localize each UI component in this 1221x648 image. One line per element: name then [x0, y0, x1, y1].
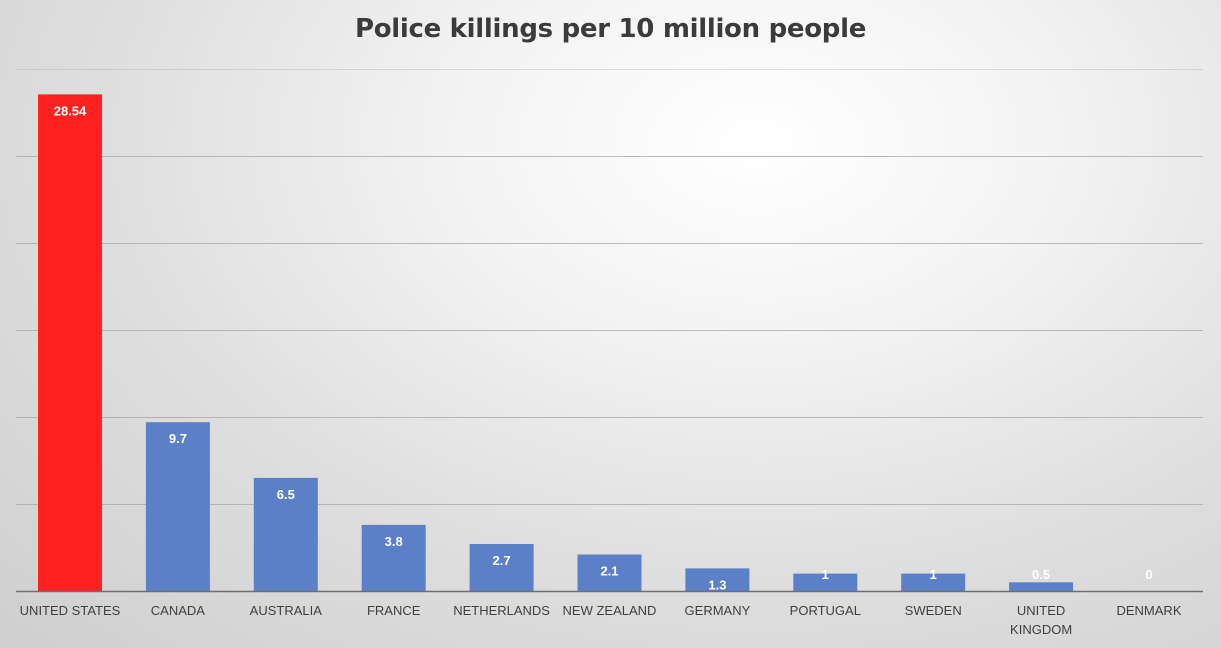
category-label: AUSTRALIA: [250, 603, 323, 618]
data-label: 9.7: [169, 431, 187, 446]
category-label: CANADA: [151, 603, 206, 618]
bar-canada: [145, 422, 210, 591]
chart-title: Police killings per 10 million people: [354, 14, 867, 44]
bar-portugal: [793, 573, 858, 591]
data-label: 3.8: [385, 534, 403, 549]
category-label: UNITED KINGDOM: [1010, 603, 1072, 637]
bar-united-kingdom: [1009, 582, 1074, 591]
data-label: 2.1: [600, 564, 618, 579]
bar-netherlands: [469, 544, 534, 591]
data-label: 2.7: [493, 553, 511, 568]
bar-germany: [685, 568, 750, 591]
bar-united-states: [38, 94, 102, 592]
category-label: SWEDEN: [905, 603, 962, 618]
data-label: 0: [1145, 567, 1152, 582]
data-label: 6.5: [277, 487, 295, 502]
data-labels: 28.54 9.7 6.5 3.8 2.7 2.1 1.3 1 1 0.5 0: [54, 103, 1153, 592]
data-label: 0.5: [1032, 567, 1050, 582]
category-label: FRANCE: [367, 603, 421, 618]
category-label: UNITED STATES: [20, 603, 121, 618]
bar-france: [361, 524, 426, 591]
data-label: 1.3: [708, 577, 726, 592]
bar-new-zealand: [577, 554, 642, 591]
bar-australia: [253, 477, 318, 591]
bar-sweden: [901, 573, 966, 591]
category-labels: UNITED STATES CANADA AUSTRALIA FRANCE NETHER…: [20, 603, 1182, 637]
data-label: 28.54: [54, 103, 87, 118]
data-label: 1: [930, 567, 937, 582]
gridlines: [16, 69, 1203, 505]
data-label: 1: [822, 567, 829, 582]
bars: [38, 94, 1074, 592]
category-label: PORTUGAL: [790, 603, 861, 618]
category-label: NETHERLANDS: [453, 603, 550, 618]
category-label: DENMARK: [1116, 603, 1181, 618]
category-label: NEW ZEALAND: [563, 603, 657, 618]
category-label: GERMANY: [685, 603, 751, 618]
